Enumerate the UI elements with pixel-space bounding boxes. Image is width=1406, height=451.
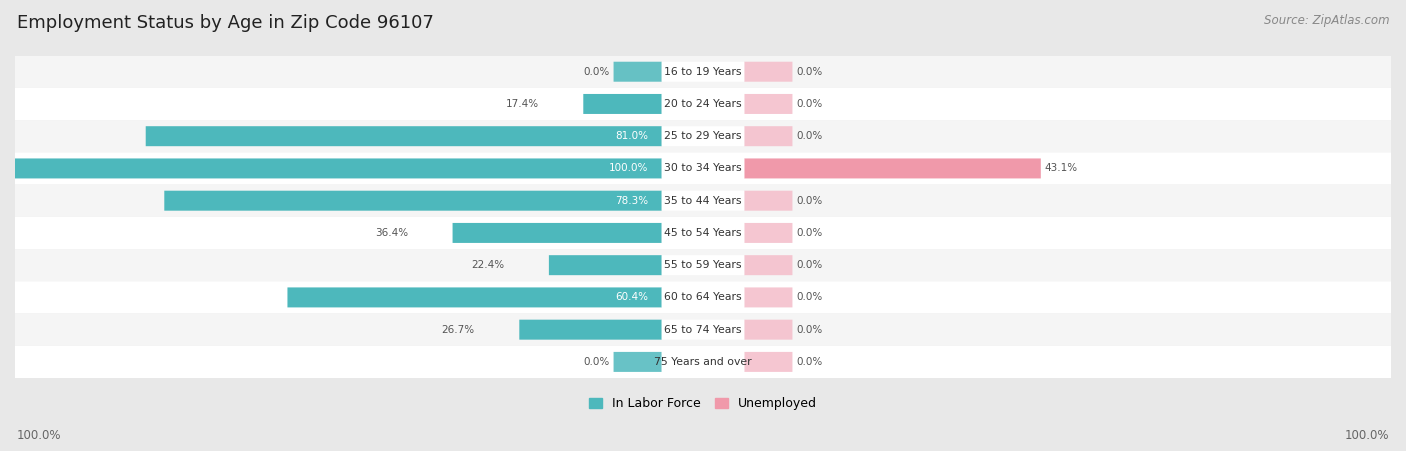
FancyBboxPatch shape: [662, 223, 744, 243]
FancyBboxPatch shape: [15, 313, 1391, 346]
FancyBboxPatch shape: [15, 120, 1391, 152]
FancyBboxPatch shape: [613, 352, 662, 372]
Text: 0.0%: 0.0%: [796, 325, 823, 335]
Text: 0.0%: 0.0%: [796, 99, 823, 109]
FancyBboxPatch shape: [15, 184, 1391, 217]
Text: 100.0%: 100.0%: [17, 429, 62, 442]
FancyBboxPatch shape: [744, 255, 793, 275]
FancyBboxPatch shape: [744, 287, 793, 308]
Text: 0.0%: 0.0%: [796, 260, 823, 270]
FancyBboxPatch shape: [662, 126, 744, 146]
FancyBboxPatch shape: [744, 223, 793, 243]
Text: 0.0%: 0.0%: [796, 67, 823, 77]
FancyBboxPatch shape: [744, 158, 1040, 179]
Text: 100.0%: 100.0%: [1344, 429, 1389, 442]
Text: 36.4%: 36.4%: [375, 228, 408, 238]
Text: 0.0%: 0.0%: [796, 196, 823, 206]
FancyBboxPatch shape: [662, 158, 744, 179]
Legend: In Labor Force, Unemployed: In Labor Force, Unemployed: [589, 397, 817, 410]
Text: 55 to 59 Years: 55 to 59 Years: [664, 260, 742, 270]
Text: 81.0%: 81.0%: [614, 131, 648, 141]
FancyBboxPatch shape: [15, 217, 1391, 249]
Text: 25 to 29 Years: 25 to 29 Years: [664, 131, 742, 141]
FancyBboxPatch shape: [287, 287, 662, 308]
FancyBboxPatch shape: [744, 126, 793, 146]
Text: 60 to 64 Years: 60 to 64 Years: [664, 292, 742, 303]
FancyBboxPatch shape: [662, 287, 744, 308]
FancyBboxPatch shape: [744, 320, 793, 340]
FancyBboxPatch shape: [15, 346, 1391, 378]
Text: 75 Years and over: 75 Years and over: [654, 357, 752, 367]
Text: 0.0%: 0.0%: [796, 131, 823, 141]
FancyBboxPatch shape: [15, 55, 1391, 88]
Text: 16 to 19 Years: 16 to 19 Years: [664, 67, 742, 77]
FancyBboxPatch shape: [15, 158, 662, 179]
Text: Source: ZipAtlas.com: Source: ZipAtlas.com: [1264, 14, 1389, 27]
FancyBboxPatch shape: [613, 62, 662, 82]
Text: 35 to 44 Years: 35 to 44 Years: [664, 196, 742, 206]
FancyBboxPatch shape: [662, 191, 744, 211]
FancyBboxPatch shape: [548, 255, 662, 275]
FancyBboxPatch shape: [744, 94, 793, 114]
Text: 17.4%: 17.4%: [505, 99, 538, 109]
FancyBboxPatch shape: [519, 320, 662, 340]
FancyBboxPatch shape: [744, 191, 793, 211]
FancyBboxPatch shape: [662, 94, 744, 114]
FancyBboxPatch shape: [662, 255, 744, 275]
FancyBboxPatch shape: [744, 62, 793, 82]
FancyBboxPatch shape: [165, 191, 662, 211]
Text: Employment Status by Age in Zip Code 96107: Employment Status by Age in Zip Code 961…: [17, 14, 433, 32]
FancyBboxPatch shape: [146, 126, 662, 146]
FancyBboxPatch shape: [15, 152, 1391, 184]
Text: 43.1%: 43.1%: [1045, 163, 1077, 174]
Text: 20 to 24 Years: 20 to 24 Years: [664, 99, 742, 109]
FancyBboxPatch shape: [744, 352, 793, 372]
Text: 0.0%: 0.0%: [796, 292, 823, 303]
FancyBboxPatch shape: [15, 281, 1391, 313]
Text: 65 to 74 Years: 65 to 74 Years: [664, 325, 742, 335]
Text: 45 to 54 Years: 45 to 54 Years: [664, 228, 742, 238]
FancyBboxPatch shape: [583, 94, 662, 114]
Text: 0.0%: 0.0%: [583, 357, 610, 367]
FancyBboxPatch shape: [453, 223, 662, 243]
FancyBboxPatch shape: [15, 249, 1391, 281]
Text: 30 to 34 Years: 30 to 34 Years: [664, 163, 742, 174]
FancyBboxPatch shape: [662, 352, 744, 372]
Text: 0.0%: 0.0%: [796, 228, 823, 238]
Text: 100.0%: 100.0%: [609, 163, 648, 174]
Text: 0.0%: 0.0%: [796, 357, 823, 367]
Text: 26.7%: 26.7%: [441, 325, 475, 335]
FancyBboxPatch shape: [15, 88, 1391, 120]
Text: 22.4%: 22.4%: [471, 260, 505, 270]
FancyBboxPatch shape: [662, 62, 744, 82]
Text: 0.0%: 0.0%: [583, 67, 610, 77]
FancyBboxPatch shape: [662, 320, 744, 340]
Text: 60.4%: 60.4%: [614, 292, 648, 303]
Text: 78.3%: 78.3%: [614, 196, 648, 206]
